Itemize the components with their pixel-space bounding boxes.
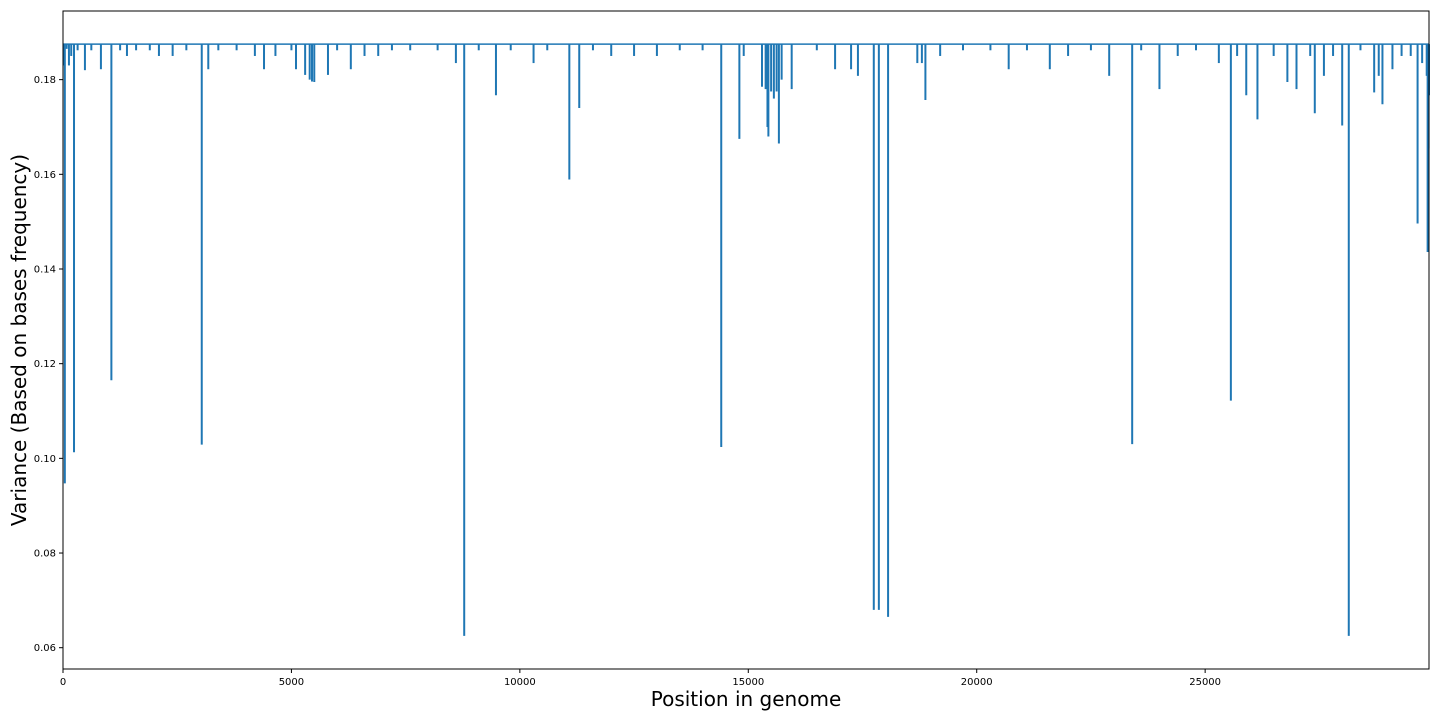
y-axis-title: Variance (Based on bases frequency): [7, 154, 31, 526]
y-axis-ticks: 0.06 0.08 0.10 0.12 0.14 0.16 0.18: [34, 75, 63, 654]
x-tick-label: 5000: [279, 677, 304, 688]
x-axis-title: Position in genome: [651, 687, 842, 711]
x-tick-label: 0: [60, 677, 66, 688]
series-line: [62, 43, 1430, 636]
y-tick-label: 0.10: [34, 454, 56, 465]
plot-area: [62, 10, 1430, 670]
y-tick-label: 0.12: [34, 359, 56, 370]
y-tick-label: 0.08: [34, 549, 56, 560]
x-tick-label: 25000: [1189, 677, 1221, 688]
y-tick-label: 0.16: [34, 170, 56, 181]
x-tick-label: 10000: [504, 677, 536, 688]
y-tick-label: 0.06: [34, 643, 56, 654]
y-tick-label: 0.18: [34, 75, 56, 86]
x-tick-label: 15000: [732, 677, 764, 688]
axes-frame: [62, 10, 1430, 670]
x-axis-ticks: 0 5000 10000 15000 20000 25000: [60, 669, 1221, 688]
x-tick-label: 20000: [961, 677, 993, 688]
y-tick-label: 0.14: [34, 264, 56, 275]
